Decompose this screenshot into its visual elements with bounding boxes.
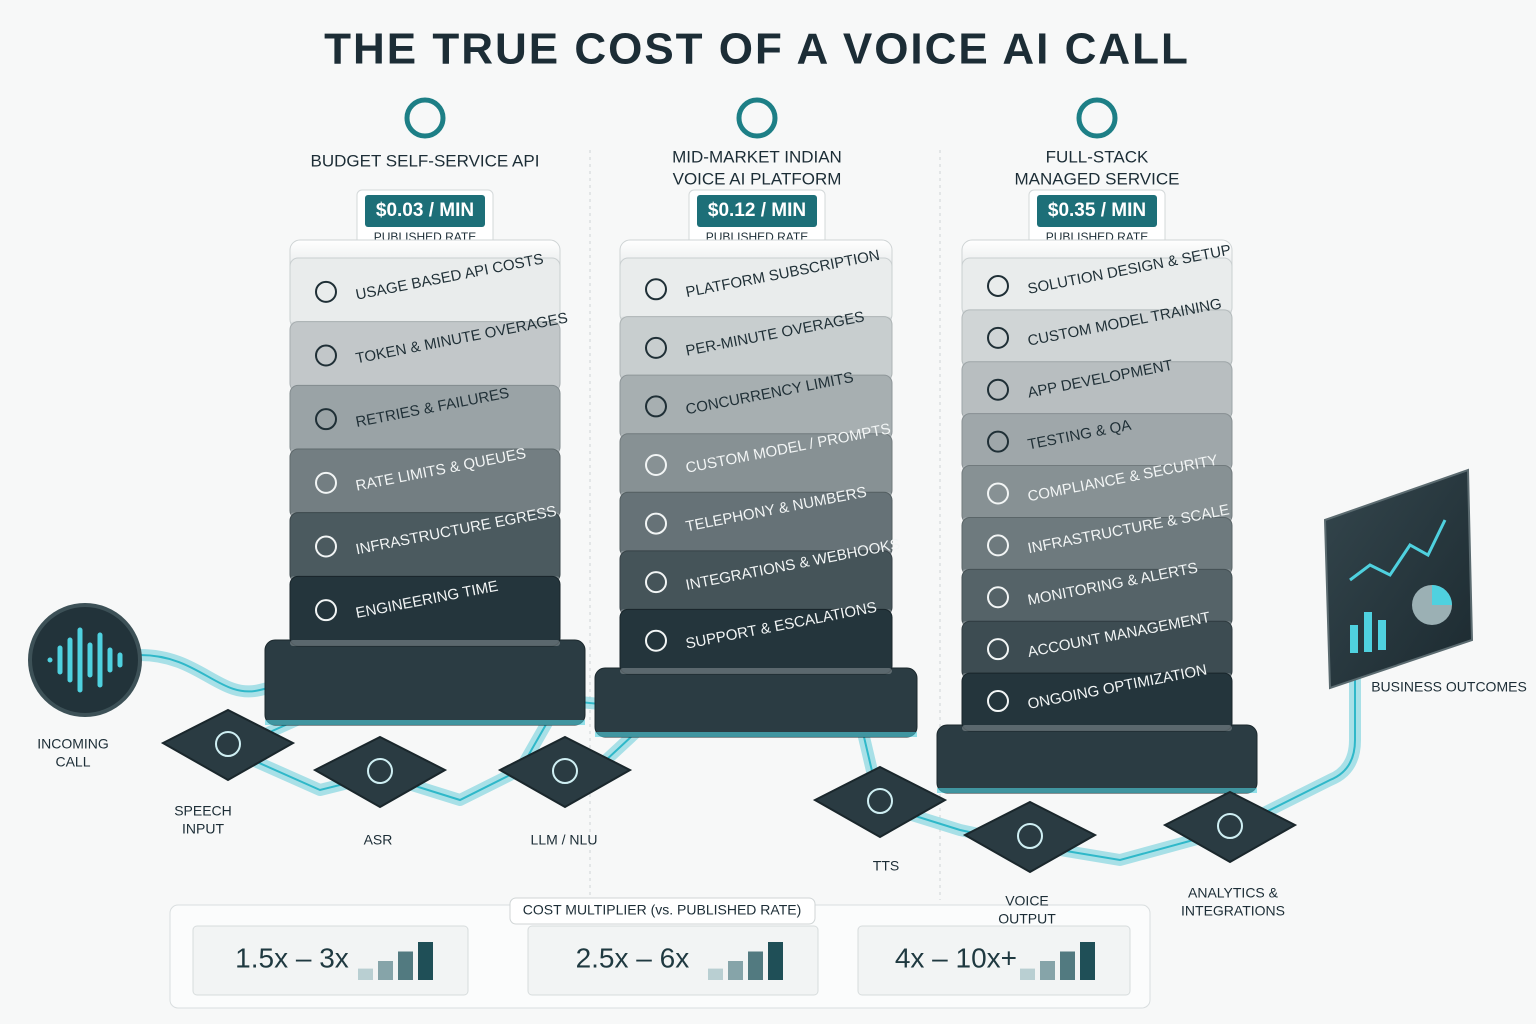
layer-icon [315,535,337,558]
layer-icon [645,629,667,652]
layer-icon [987,482,1009,505]
column-icon [736,97,778,139]
pipeline-label: INTEGRATIONS [1181,903,1285,919]
stack-layer [961,672,1233,732]
layer-icon [987,586,1009,609]
layer-icon [987,326,1009,349]
price: $0.03 / MIN [376,200,474,221]
call-node [28,603,142,717]
mini-bar [398,951,413,980]
layer-icon [645,395,667,418]
layer-icon [987,274,1009,297]
stack-layer [619,608,893,675]
pipeline-node [312,735,448,809]
mini-bar [728,961,743,980]
node-icon [367,758,393,784]
layer-icon [315,599,337,622]
mini-bar [748,951,763,980]
column-name: MID-MARKET INDIAN [672,147,842,166]
node-icon [215,731,241,757]
layer-icon [987,534,1009,557]
layer-edge [962,725,1232,731]
pipeline-node [160,708,296,782]
layer-icon [315,408,337,431]
multiplier-label: COST MULTIPLIER (vs. PUBLISHED RATE) [523,902,802,918]
layer-icon [987,690,1009,713]
pedestal-glow [937,788,1257,793]
layer-icon [987,378,1009,401]
layer-icon [645,512,667,535]
mini-bar [1080,942,1095,980]
multiplier-card [527,925,819,996]
column-name: MANAGED SERVICE [1014,169,1179,188]
pipeline-node [1162,790,1298,864]
mini-bar [378,961,393,980]
mini-bar [1040,961,1055,980]
layer-icon [315,344,337,367]
pipeline-node [962,800,1098,874]
mini-bar [1020,968,1035,980]
price-badge [1037,195,1157,227]
mini-bar [708,968,723,980]
pipeline-label: INPUT [182,821,224,837]
pedestal [936,724,1258,794]
waveform [47,627,123,693]
pipeline-label: BUSINESS OUTCOMES [1371,679,1527,695]
dashboard [1323,468,1474,690]
column-icon [404,97,446,139]
multiplier-label-box [509,897,816,925]
stack-layer [289,575,561,647]
mini-bar [358,968,373,980]
mini-bar [418,942,433,980]
pedestal [264,639,586,726]
column-name: VOICE AI PLATFORM [673,169,842,188]
pipeline-label: TTS [873,858,899,874]
pedestal-glow [595,732,917,737]
layer-icon [645,454,667,476]
pipeline-label: ASR [364,832,393,848]
layer-edge [620,668,892,674]
node-icon [1017,823,1043,849]
column-icon [1076,97,1118,139]
pipeline-node [497,735,633,809]
pipeline-label: SPEECH [174,803,232,819]
layer-icon [315,280,337,303]
pipeline-node [812,765,948,839]
node-icon [552,758,578,784]
pedestal [594,667,918,738]
title: THE TRUE COST OF A VOICE AI CALL [324,25,1190,74]
stack-layer [289,384,561,456]
price: $0.12 / MIN [708,200,806,221]
price-badge [365,195,485,227]
multiplier-value: 4x – 10x+ [895,942,1017,973]
mini-bar [1060,951,1075,980]
layer-icon [315,471,337,494]
column-name: BUDGET SELF-SERVICE API [311,151,540,170]
node-icon [1217,813,1243,839]
multiplier-value: 2.5x – 6x [576,942,690,973]
layer-icon [645,278,667,301]
pipeline-label: OUTPUT [998,911,1056,927]
column-name: FULL-STACK [1046,147,1149,166]
layer-icon [645,336,667,359]
price: $0.35 / MIN [1048,200,1146,221]
pipeline-label: LLM / NLU [531,832,598,848]
layer-edge [290,640,560,646]
layer-icon [987,430,1009,453]
pipeline-label: INCOMING [37,736,109,752]
pipeline-label: VOICE [1005,893,1049,909]
price-badge [697,195,817,227]
pipeline-label: ANALYTICS & [1188,885,1279,901]
multiplier-value: 1.5x – 3x [235,942,349,973]
layer-icon [645,571,667,594]
pedestal-glow [265,720,585,725]
node-icon [867,788,893,814]
mini-bar [768,942,783,980]
layer-icon [987,638,1009,661]
pipeline-label: CALL [55,754,90,770]
